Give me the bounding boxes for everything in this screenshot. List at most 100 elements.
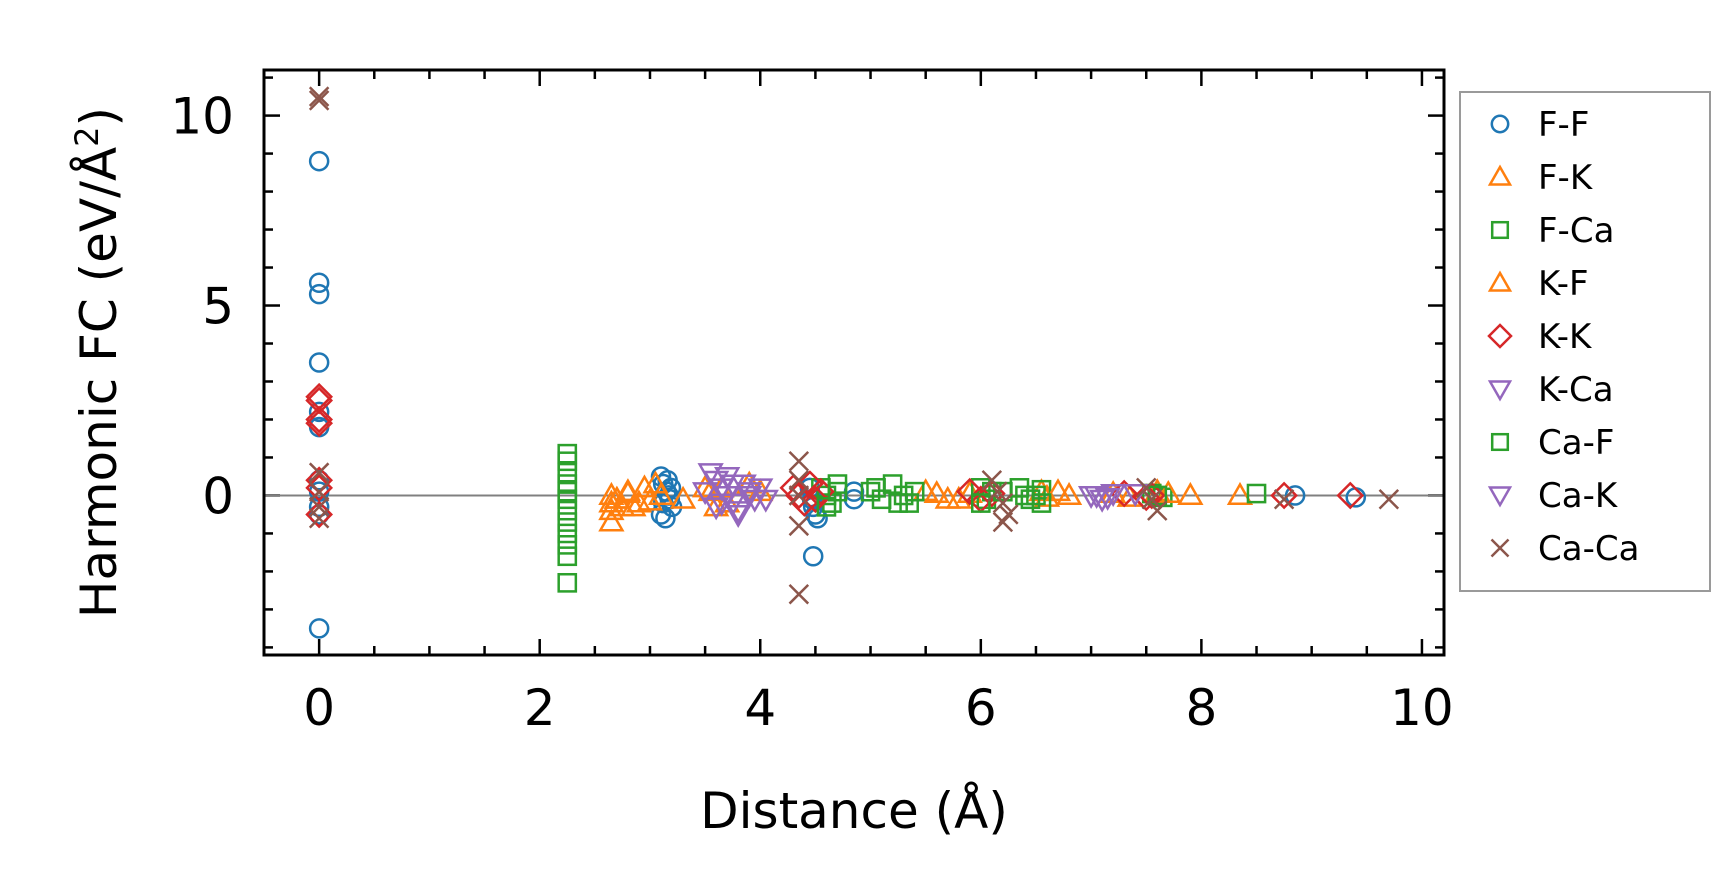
legend-label-f-ca: F-Ca [1538,211,1614,251]
data-point-ca-f [816,497,837,517]
data-point-ca-ca [308,481,330,502]
data-point-k-k [801,485,830,514]
tick-marks [264,70,1444,655]
legend-marker-ca-k [1487,486,1513,508]
data-point-ca-ca [788,485,810,506]
data-point-k-ca [725,501,752,525]
data-point-k-f [647,481,675,505]
legend-marker-ca-f [1490,432,1510,452]
legend-label-k-ca: K-Ca [1538,370,1614,410]
legend-marker-k-ca [1487,380,1513,402]
x-tick-label: 2 [524,679,556,737]
data-point-f-ca [557,546,578,567]
data-point-f-k [598,481,625,505]
data-point-f-ca [1246,483,1267,504]
plot-frame [262,68,1446,657]
data-point-f-ca [970,478,991,498]
data-point-f-k [1177,481,1204,505]
data-point-k-f [1044,478,1072,502]
data-point-f-ca [557,523,578,544]
data-point-k-f [1055,481,1083,505]
y-tick-label: 5 [202,278,234,336]
data-point-ca-ca [788,515,810,537]
data-point-ca-f [970,493,991,513]
data-point-k-k [305,409,334,438]
legend-label-ca-k: Ca-K [1538,476,1619,516]
data-point-f-f [308,496,330,518]
data-point-k-k [305,405,334,434]
data-point-ca-ca [788,451,810,472]
data-point-ca-f [904,481,925,502]
legend-marker-f-k [1487,164,1513,186]
legend-box [1459,91,1711,592]
data-point-f-k [702,493,730,517]
data-point-ca-ca [788,470,810,491]
data-point-f-ca [557,500,578,521]
data-point-ca-ca [1136,477,1157,499]
data-point-k-ca [1088,489,1116,513]
data-point-ca-ca [1141,489,1162,510]
legend-marker-k-f [1487,270,1513,292]
data-point-k-ca [702,497,730,521]
x-tick-label: 0 [303,679,335,737]
data-point-ca-k [708,493,735,517]
data-point-ca-ca [992,492,1014,514]
data-point-ca-k [752,489,779,513]
data-point-k-ca [747,478,774,502]
data-point-k-ca [725,504,752,528]
data-point-ca-ca [981,470,1003,491]
data-point-f-ca [899,493,919,513]
data-point-f-f [308,150,330,172]
data-point-f-f [308,401,330,423]
data-point-f-k [934,485,961,509]
data-point-f-k [598,508,625,532]
data-point-ca-ca [308,508,330,529]
data-point-ca-ca [1273,489,1295,510]
legend-label-k-f: K-F [1538,264,1589,304]
data-point-ca-ca [308,90,330,111]
data-point-f-k [598,497,625,521]
data-point-f-k [1033,483,1061,507]
data-point-f-f [308,283,330,305]
data-point-ca-f [888,493,908,513]
data-point-k-f [691,474,719,498]
data-point-f-f [650,504,672,525]
data-point-ca-ca [987,481,1008,502]
legend-marker-f-ca [1490,220,1510,240]
legend-label-f-f: F-F [1538,105,1589,145]
data-point-ca-k [1094,487,1121,511]
y-tick-label: 0 [202,467,234,525]
data-point-f-ca [557,451,578,472]
data-point-f-ca [557,572,578,593]
legend-marker-f-f [1490,114,1510,134]
data-point-f-ca [557,462,578,483]
data-point-k-k [796,470,824,498]
data-point-k-f [636,487,664,511]
data-point-f-f [308,272,330,293]
y-axis-title-main: Harmonic FC (eV/Å [70,147,128,618]
x-tick-label: 10 [1390,679,1454,737]
data-point-k-k [1132,483,1161,512]
y-axis-title: Harmonic FC (eV/Å2) [68,107,128,618]
x-tick-label: 8 [1185,679,1217,737]
data-point-f-k [1226,481,1254,505]
data-point-k-f [603,485,631,509]
data-point-ca-ca [1147,500,1168,521]
data-point-k-k [1336,481,1365,510]
data-point-f-ca [557,489,578,510]
data-point-k-k [955,477,984,506]
data-point-ca-ca [788,583,810,605]
data-point-ca-k [736,485,763,509]
data-point-f-f [802,545,824,567]
data-point-ca-k [719,474,746,498]
data-point-f-f [308,352,330,373]
data-point-k-f [614,480,642,504]
y-tick-label: 10 [170,88,234,146]
data-point-k-f [620,493,647,517]
legend-marker-k-k [1487,323,1513,349]
x-tick-label: 4 [744,679,776,737]
y-axis-title-superscript: 2 [68,126,106,146]
tick-labels: 0 2 4 6 8 10 0 5 10 [170,88,1453,737]
data-point-ca-ca [308,86,330,107]
